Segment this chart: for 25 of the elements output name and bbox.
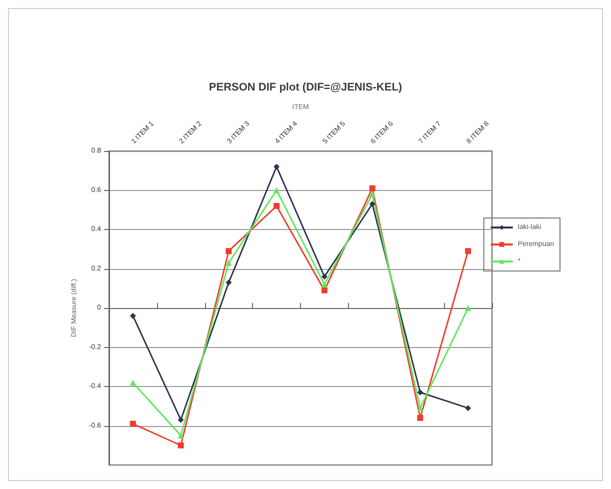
point [274, 202, 280, 209]
point [321, 287, 328, 294]
point [274, 164, 280, 170]
point [130, 420, 136, 427]
point [226, 260, 232, 266]
point [130, 380, 136, 386]
chart-title: PERSON DIF plot (DIF=@JENIS-KEL) [208, 82, 402, 94]
point [369, 200, 376, 207]
point [226, 279, 232, 286]
point [417, 414, 424, 421]
point [465, 248, 472, 254]
point [226, 248, 232, 254]
point [321, 281, 328, 288]
point [274, 187, 280, 194]
point [178, 432, 184, 439]
point [321, 274, 328, 280]
point [369, 191, 376, 198]
point [178, 442, 184, 448]
point [369, 185, 376, 192]
point [130, 312, 136, 319]
point [465, 305, 472, 311]
point [178, 416, 184, 423]
point [417, 389, 424, 396]
point [465, 405, 472, 412]
point [417, 405, 424, 412]
